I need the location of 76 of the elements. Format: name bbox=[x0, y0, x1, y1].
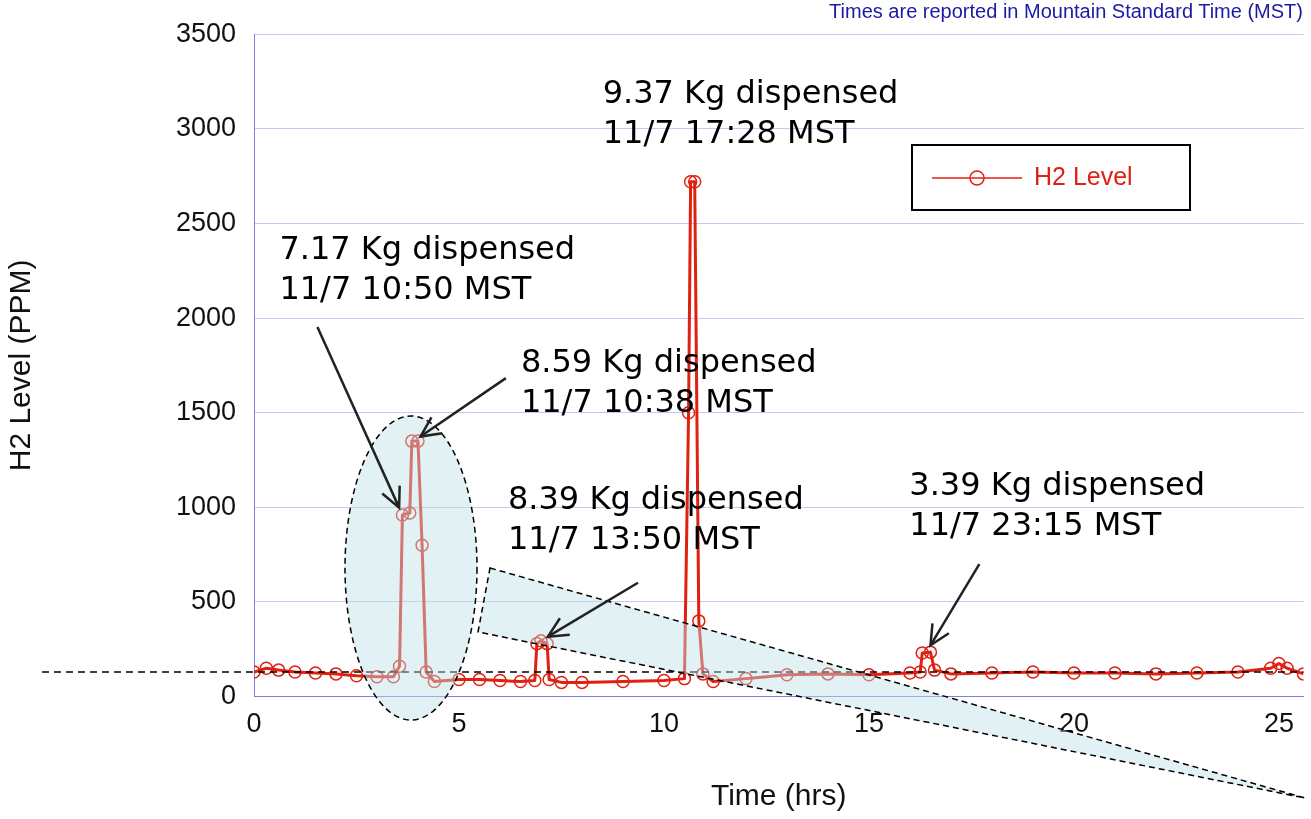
point bbox=[534, 634, 548, 648]
point bbox=[903, 666, 917, 680]
y-tick-label: 2000 bbox=[175, 301, 236, 332]
point bbox=[944, 667, 958, 681]
point bbox=[472, 672, 487, 687]
point bbox=[493, 673, 507, 688]
point bbox=[405, 434, 419, 448]
point bbox=[1108, 666, 1122, 680]
y-tick-label: 500 bbox=[190, 585, 236, 616]
point bbox=[288, 665, 302, 679]
point bbox=[657, 673, 671, 688]
point bbox=[616, 674, 630, 689]
point bbox=[1231, 665, 1245, 679]
point bbox=[370, 669, 384, 684]
point bbox=[985, 666, 999, 680]
annotation: 7.17 Kg dispensed 11/7 10:50 MST bbox=[279, 229, 576, 308]
x-tick-label: 10 bbox=[648, 708, 679, 739]
point bbox=[1280, 661, 1294, 675]
point bbox=[259, 661, 274, 675]
point bbox=[927, 663, 942, 677]
point bbox=[677, 671, 692, 686]
point bbox=[419, 665, 433, 679]
text: Times are reported in Mountain Standard Time (MST) bbox=[829, 0, 1303, 23]
annotation: 3.39 Kg dispensed 11/7 23:15 MST bbox=[909, 465, 1206, 544]
point bbox=[739, 671, 753, 686]
y-tick-label: 0 bbox=[220, 680, 236, 711]
point bbox=[403, 506, 417, 520]
point bbox=[913, 665, 927, 679]
point bbox=[411, 434, 425, 448]
y-tick-label: 1000 bbox=[175, 490, 236, 521]
point bbox=[862, 668, 876, 682]
point bbox=[692, 614, 706, 628]
point bbox=[513, 674, 528, 689]
point bbox=[415, 538, 429, 552]
point bbox=[349, 669, 364, 683]
point bbox=[530, 636, 544, 651]
point bbox=[1149, 667, 1163, 681]
x-tick-label: 20 bbox=[1058, 708, 1089, 739]
point bbox=[329, 667, 343, 681]
y-axis-title: H2 Level (PPM) bbox=[3, 259, 37, 472]
y-tick-label: 3000 bbox=[175, 112, 236, 143]
point bbox=[1067, 666, 1081, 680]
x-axis-title: Time (hrs) bbox=[710, 778, 847, 812]
point bbox=[821, 667, 835, 681]
point bbox=[542, 672, 556, 687]
point bbox=[1272, 656, 1286, 671]
point bbox=[386, 669, 401, 684]
point bbox=[540, 636, 554, 651]
point bbox=[395, 508, 410, 522]
point bbox=[683, 175, 698, 189]
y-tick-label: 3500 bbox=[175, 17, 236, 48]
point bbox=[271, 663, 286, 677]
point bbox=[696, 667, 710, 681]
point bbox=[706, 674, 720, 689]
point bbox=[923, 645, 938, 659]
point bbox=[554, 675, 569, 690]
point bbox=[528, 673, 542, 688]
point bbox=[427, 674, 442, 689]
point bbox=[452, 672, 466, 687]
x-tick-label: 5 bbox=[451, 708, 467, 739]
point bbox=[392, 659, 407, 674]
x-tick-label: 15 bbox=[853, 708, 884, 739]
y-tick-label: 1500 bbox=[175, 396, 236, 427]
point bbox=[308, 666, 323, 680]
point bbox=[1026, 665, 1040, 679]
y-tick-label: 2500 bbox=[175, 206, 236, 237]
legend-label: H2 Level bbox=[1034, 161, 1133, 190]
point bbox=[1190, 666, 1204, 680]
point bbox=[915, 646, 929, 660]
point bbox=[780, 668, 794, 682]
point bbox=[1263, 661, 1278, 675]
point bbox=[687, 175, 702, 189]
point bbox=[575, 675, 589, 690]
x-tick-label: 0 bbox=[246, 708, 262, 739]
x-tick-label: 25 bbox=[1263, 708, 1294, 739]
annotation: 9.37 Kg dispensed 11/7 17:28 MST bbox=[602, 73, 899, 152]
